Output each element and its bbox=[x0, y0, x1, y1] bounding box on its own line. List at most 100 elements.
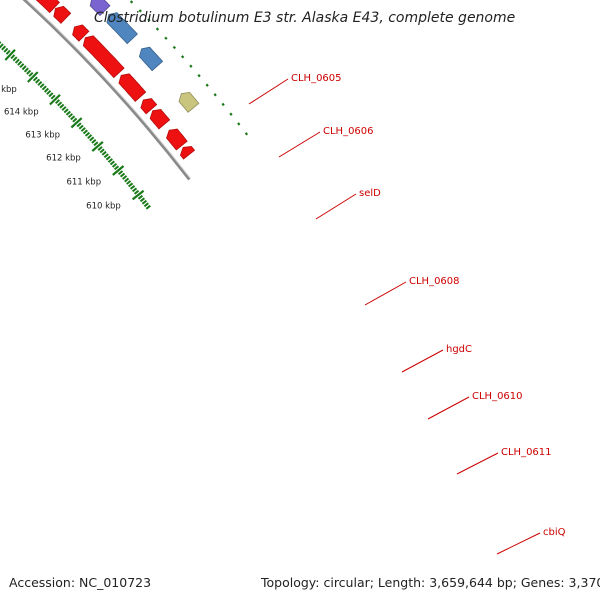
ruler-minor-tick bbox=[84, 131, 91, 137]
ruler-minor-tick bbox=[5, 49, 11, 55]
backbone-arc bbox=[22, 0, 191, 181]
ruler-kbp-label: 614 kbp bbox=[4, 107, 39, 117]
ruler-minor-tick bbox=[70, 115, 76, 121]
genome-title: Clostridium botulinum E3 str. Alaska E43… bbox=[94, 10, 516, 26]
ruler-tick-layer: 610 kbp 611 kbp 612 kbp 613 kbp 614 kbp 615 k… bbox=[0, 0, 249, 212]
ruler-minor-tick bbox=[111, 162, 118, 168]
ruler-minor-tick bbox=[80, 127, 86, 132]
ruler-minor-tick bbox=[46, 89, 52, 95]
gene-leader-line bbox=[315, 193, 357, 220]
ruler-minor-tick bbox=[143, 202, 149, 208]
ruler-minor-tick bbox=[78, 124, 84, 130]
ruler-minor-tick bbox=[21, 65, 27, 71]
ruler-minor-tick bbox=[48, 92, 54, 98]
ruler-kbp-label: 615 kbp bbox=[0, 85, 17, 95]
cds-arrow[interactable] bbox=[140, 98, 158, 115]
ruler-minor-tick bbox=[23, 67, 29, 73]
ruler-minor-tick bbox=[139, 197, 146, 203]
ruler-minor-tick bbox=[44, 87, 49, 93]
cds-arrow[interactable] bbox=[53, 5, 72, 24]
gene-leader-line bbox=[278, 131, 321, 158]
ruler-minor-tick bbox=[50, 94, 56, 100]
gene-label[interactable]: selD bbox=[359, 188, 381, 199]
ruler-minor-tick bbox=[1, 45, 7, 51]
ruler-major-tick bbox=[112, 165, 125, 176]
ruler-minor-tick bbox=[19, 63, 25, 69]
ruler-minor-tick bbox=[107, 158, 113, 163]
cds-arrow[interactable] bbox=[72, 24, 90, 42]
gene-label[interactable]: CLH_0605 bbox=[291, 73, 342, 84]
cds-arrow[interactable] bbox=[179, 145, 196, 160]
ruler-kbp-label: 613 kbp bbox=[25, 130, 60, 140]
gene-label[interactable]: CLH_0611 bbox=[501, 447, 552, 458]
gene-leader-line bbox=[456, 452, 499, 475]
ruler-minor-tick bbox=[3, 47, 9, 53]
ruler-minor-tick bbox=[67, 113, 73, 118]
ruler-minor-tick bbox=[113, 165, 120, 171]
cds-arrow[interactable] bbox=[118, 73, 147, 102]
ruler-minor-tick bbox=[39, 83, 45, 89]
gene-feature-seld[interactable] bbox=[138, 46, 164, 72]
ruler-minor-tick bbox=[55, 99, 60, 105]
backbone-highlight bbox=[26, 0, 191, 179]
gene-label[interactable]: CLH_0610 bbox=[472, 391, 523, 402]
ruler-kbp-label: 612 kbp bbox=[46, 154, 81, 164]
ruler-minor-tick bbox=[97, 146, 103, 151]
ruler-minor-tick bbox=[145, 204, 151, 210]
ruler-major-tick bbox=[4, 49, 16, 61]
gene-leader-line bbox=[364, 281, 407, 306]
ruler-major-tick bbox=[91, 140, 104, 152]
ruler-minor-tick bbox=[129, 185, 136, 190]
cds-arrow[interactable] bbox=[27, 0, 60, 14]
ruler-minor-tick bbox=[93, 141, 99, 147]
ruler-minor-tick bbox=[61, 106, 67, 111]
cds-arrow[interactable] bbox=[166, 128, 188, 151]
ruler-minor-tick bbox=[105, 155, 111, 161]
ruler-minor-tick bbox=[17, 60, 23, 66]
ruler-major-tick bbox=[27, 71, 39, 83]
ruler-minor-tick bbox=[124, 177, 130, 183]
ruler-minor-tick bbox=[133, 189, 140, 195]
ruler-minor-tick bbox=[99, 148, 105, 154]
cds-arrow[interactable] bbox=[149, 108, 171, 130]
ruler-minor-tick bbox=[89, 136, 95, 142]
ruler-minor-tick bbox=[137, 194, 144, 200]
ruler-kbp-label: 611 kbp bbox=[66, 177, 101, 187]
ruler-minor-tick bbox=[126, 180, 132, 185]
ruler-minor-tick bbox=[35, 78, 41, 84]
gene-label[interactable]: CLH_0608 bbox=[409, 276, 460, 287]
ruler-minor-tick bbox=[127, 182, 134, 188]
ruler-major-tick bbox=[49, 94, 61, 106]
ruler-major-tick bbox=[131, 189, 145, 201]
gene-feature-clh_0605[interactable] bbox=[178, 91, 200, 113]
ruler-minor-tick bbox=[10, 54, 16, 60]
cds-arrow[interactable] bbox=[82, 35, 125, 79]
ruler-minor-tick bbox=[12, 56, 18, 62]
ruler-minor-tick bbox=[101, 150, 107, 156]
ruler-minor-tick bbox=[103, 153, 109, 159]
gene-leader-line bbox=[496, 532, 541, 555]
gene-leader-line bbox=[248, 78, 289, 105]
ruler-minor-tick bbox=[72, 117, 78, 123]
ruler-minor-tick bbox=[76, 122, 82, 128]
ruler-minor-tick bbox=[14, 58, 20, 64]
ruler-minor-tick bbox=[28, 71, 34, 77]
gene-label[interactable]: hgdC bbox=[446, 344, 472, 355]
gene-feature-clh_0608[interactable] bbox=[106, 12, 138, 45]
ruler-minor-tick bbox=[0, 43, 4, 49]
ruler-minor-tick bbox=[141, 199, 148, 205]
ruler-minor-tick bbox=[0, 41, 2, 45]
ruler-major-tick bbox=[70, 117, 83, 129]
ruler-minor-tick bbox=[41, 85, 47, 91]
ruler-minor-tick bbox=[122, 175, 128, 180]
gene-feature-hgdc[interactable] bbox=[89, 0, 111, 17]
genome-summary: Topology: circular; Length: 3,659,644 bp… bbox=[261, 575, 600, 590]
ruler-kbp-label: 610 kbp bbox=[86, 202, 121, 212]
gene-label[interactable]: cbiQ bbox=[543, 527, 566, 538]
gene-label-layer: CLH_0605 CLH_0606 selD CLH_0608 hgdC CLH_0610… bbox=[248, 73, 566, 555]
ruler-minor-tick bbox=[119, 172, 126, 178]
ruler-minor-tick bbox=[63, 108, 69, 114]
ruler-minor-tick bbox=[26, 69, 32, 75]
gene-label[interactable]: CLH_0606 bbox=[323, 126, 374, 137]
